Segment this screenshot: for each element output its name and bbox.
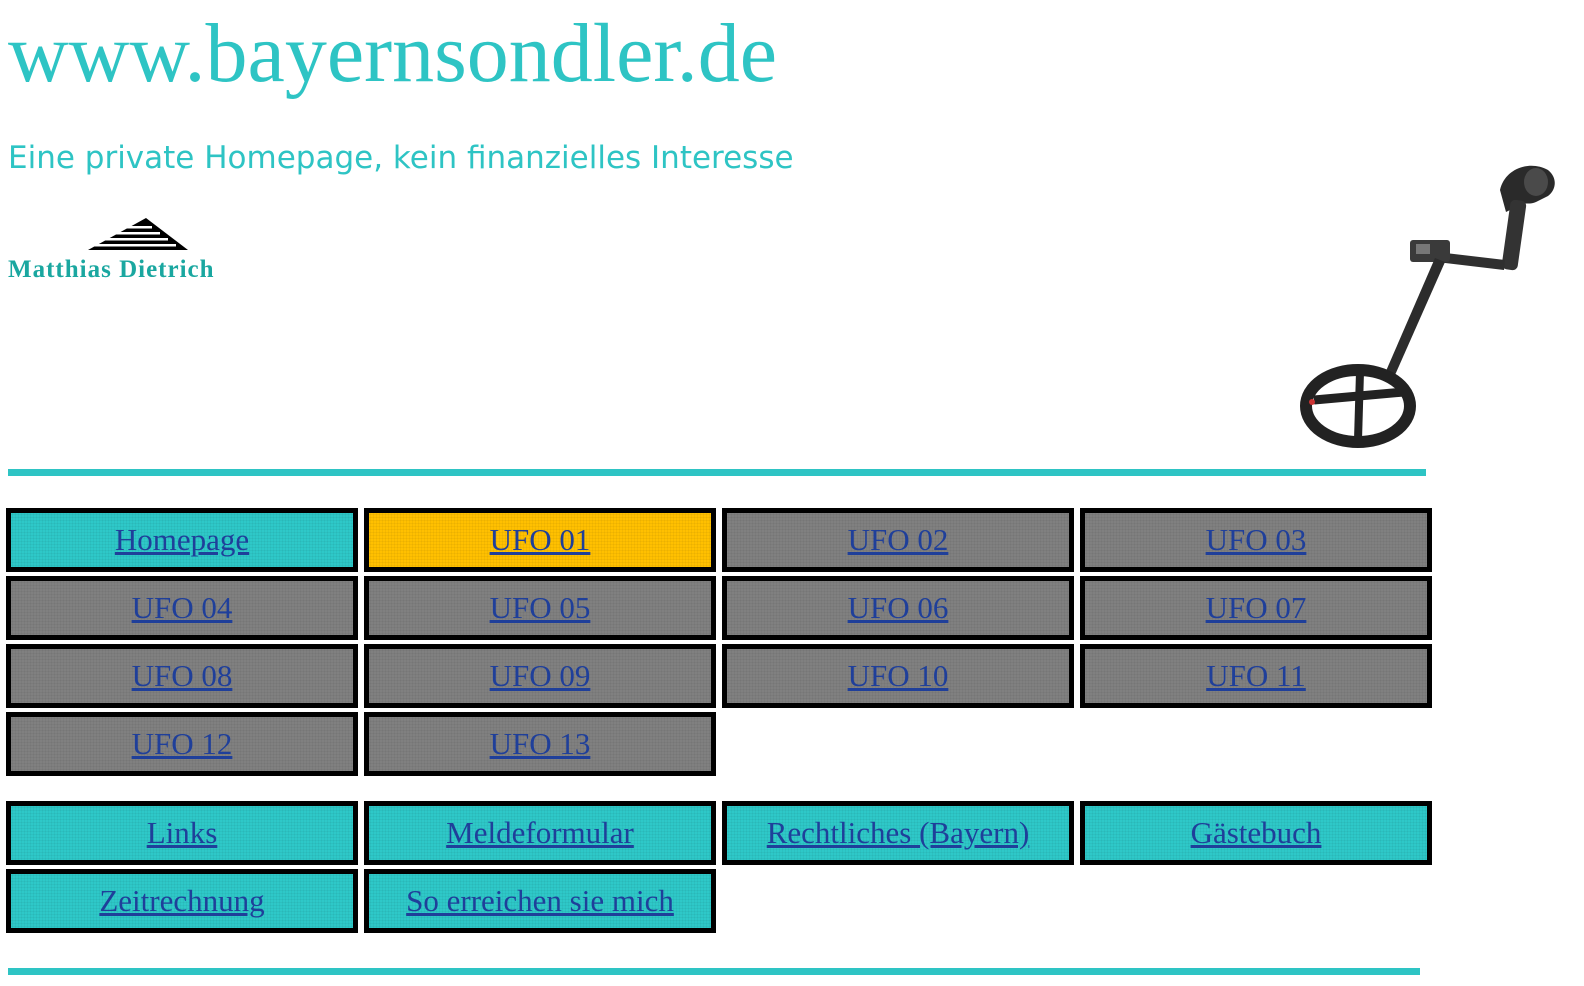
- nav-link[interactable]: Zeitrechnung: [99, 883, 265, 918]
- nav-link[interactable]: UFO 12: [131, 726, 233, 761]
- bottom-divider: [8, 968, 1420, 975]
- author-logo: Matthias Dietrich: [8, 214, 268, 290]
- site-subtitle: Eine private Homepage, kein finanzielles…: [8, 140, 794, 176]
- secondary-navigation: Links Meldeformular Rechtliches (Bayern)…: [6, 801, 1432, 933]
- nav-item-ufo-09[interactable]: UFO 09: [364, 644, 716, 708]
- metal-detector-image: [1300, 160, 1565, 450]
- nav-item-ufo-06[interactable]: UFO 06: [722, 576, 1074, 640]
- pyramid-logo-icon: [88, 218, 188, 250]
- nav-link[interactable]: So erreichen sie mich: [406, 883, 674, 918]
- nav-item-zeitrechnung[interactable]: Zeitrechnung: [6, 869, 358, 933]
- nav-link[interactable]: Links: [146, 815, 218, 850]
- nav-link[interactable]: UFO 03: [1205, 522, 1307, 557]
- nav-item-ufo-04[interactable]: UFO 04: [6, 576, 358, 640]
- nav-link[interactable]: Homepage: [114, 522, 250, 557]
- nav-item-kontakt[interactable]: So erreichen sie mich: [364, 869, 716, 933]
- nav-link[interactable]: UFO 04: [131, 590, 233, 625]
- nav-link[interactable]: UFO 05: [489, 590, 591, 625]
- nav-item-homepage[interactable]: Homepage: [6, 508, 358, 572]
- nav-item-gaestebuch[interactable]: Gästebuch: [1080, 801, 1432, 865]
- main-navigation: Homepage UFO 01 UFO 02 UFO 03 UFO 04 UFO…: [6, 508, 1432, 776]
- nav-item-ufo-12[interactable]: UFO 12: [6, 712, 358, 776]
- nav-item-ufo-11[interactable]: UFO 11: [1080, 644, 1432, 708]
- top-divider: [8, 469, 1426, 476]
- nav-link[interactable]: UFO 13: [489, 726, 591, 761]
- nav-link[interactable]: UFO 11: [1206, 658, 1306, 693]
- nav-link[interactable]: Gästebuch: [1190, 815, 1322, 850]
- nav-item-ufo-05[interactable]: UFO 05: [364, 576, 716, 640]
- nav-item-links[interactable]: Links: [6, 801, 358, 865]
- nav-item-ufo-01[interactable]: UFO 01: [364, 508, 716, 572]
- nav-link[interactable]: Rechtliches (Bayern): [766, 815, 1030, 850]
- nav-link[interactable]: Meldeformular: [446, 815, 634, 850]
- site-title: www.bayernsondler.de: [8, 7, 778, 100]
- nav-item-ufo-07[interactable]: UFO 07: [1080, 576, 1432, 640]
- nav-item-rechtliches[interactable]: Rechtliches (Bayern): [722, 801, 1074, 865]
- nav-link[interactable]: UFO 07: [1205, 590, 1307, 625]
- nav-item-ufo-10[interactable]: UFO 10: [722, 644, 1074, 708]
- nav-link[interactable]: UFO 10: [847, 658, 949, 693]
- nav-item-ufo-02[interactable]: UFO 02: [722, 508, 1074, 572]
- nav-link[interactable]: UFO 06: [847, 590, 949, 625]
- nav-item-ufo-13[interactable]: UFO 13: [364, 712, 716, 776]
- nav-link[interactable]: UFO 09: [489, 658, 591, 693]
- nav-item-ufo-08[interactable]: UFO 08: [6, 644, 358, 708]
- nav-link[interactable]: UFO 08: [131, 658, 233, 693]
- logo-text: Matthias Dietrich: [8, 256, 215, 283]
- nav-link[interactable]: UFO 02: [847, 522, 949, 557]
- nav-item-meldeformular[interactable]: Meldeformular: [364, 801, 716, 865]
- nav-link[interactable]: UFO 01: [489, 522, 591, 557]
- nav-item-ufo-03[interactable]: UFO 03: [1080, 508, 1432, 572]
